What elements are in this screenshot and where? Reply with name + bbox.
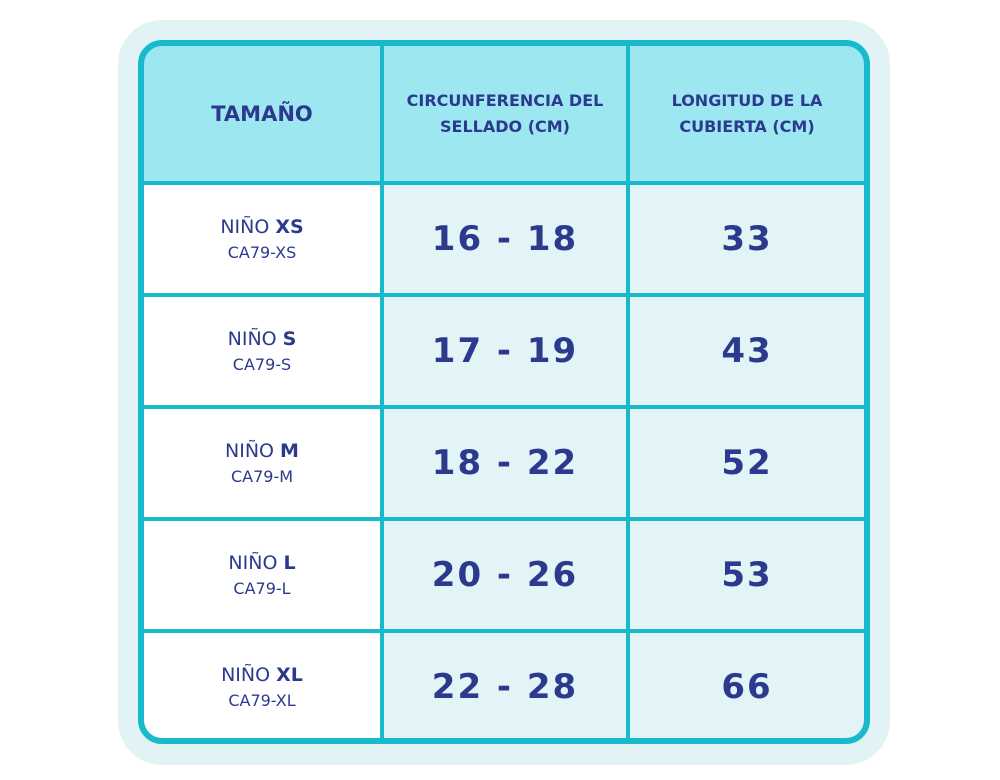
- length-cell: 33: [626, 181, 864, 293]
- size-cell: NIÑO S CA79-S: [144, 293, 380, 405]
- size-table: TAMAÑO CIRCUNFERENCIA DEL SELLADO (CM) L…: [144, 46, 864, 738]
- table-row: NIÑO S CA79-S 17 - 19 43: [144, 293, 864, 405]
- size-prefix: NIÑO: [225, 440, 274, 462]
- size-cell: NIÑO XS CA79-XS: [144, 181, 380, 293]
- size-code: CA79-XS: [227, 243, 297, 262]
- size-code: CA79-S: [232, 355, 292, 374]
- size-label: NIÑO XL: [144, 661, 380, 689]
- length-value: 43: [721, 331, 773, 371]
- size-label: NIÑO XS: [144, 213, 380, 241]
- size-label: NIÑO M: [144, 437, 380, 465]
- table-row: NIÑO L CA79-L 20 - 26 53: [144, 517, 864, 629]
- size-code: CA79-L: [233, 579, 291, 598]
- table-frame: TAMAÑO CIRCUNFERENCIA DEL SELLADO (CM) L…: [138, 40, 870, 744]
- circumference-value: 22 - 28: [431, 667, 579, 707]
- length-value: 66: [721, 667, 773, 707]
- size-name: M: [280, 440, 299, 462]
- size-name: XL: [276, 664, 303, 686]
- size-label: NIÑO L: [144, 549, 380, 577]
- length-cell: 53: [626, 517, 864, 629]
- circumference-cell: 17 - 19: [380, 293, 626, 405]
- header-cell: LONGITUD DE LA CUBIERTA (CM): [626, 46, 864, 181]
- size-name: L: [283, 552, 296, 574]
- length-value: 52: [721, 443, 773, 483]
- circumference-value: 20 - 26: [431, 555, 579, 595]
- size-prefix: NIÑO: [228, 552, 278, 574]
- size-prefix: NIÑO: [227, 328, 277, 350]
- length-cell: 66: [626, 629, 864, 738]
- table-row: NIÑO M CA79-M 18 - 22 52: [144, 405, 864, 517]
- size-cell: NIÑO XL CA79-XL: [144, 629, 380, 738]
- size-cell: NIÑO M CA79-M: [144, 405, 380, 517]
- length-value: 53: [721, 555, 773, 595]
- circumference-cell: 16 - 18: [380, 181, 626, 293]
- size-code: CA79-M: [230, 467, 294, 486]
- circumference-value: 16 - 18: [431, 219, 579, 259]
- size-name: XS: [275, 216, 304, 238]
- length-cell: 52: [626, 405, 864, 517]
- table-row: NIÑO XL CA79-XL 22 - 28 66: [144, 629, 864, 738]
- table-row: NIÑO XS CA79-XS 16 - 18 33: [144, 181, 864, 293]
- circumference-cell: 22 - 28: [380, 629, 626, 738]
- header-text: LONGITUD DE LA CUBIERTA (CM): [671, 90, 823, 136]
- circumference-value: 17 - 19: [431, 331, 579, 371]
- length-cell: 43: [626, 293, 864, 405]
- size-prefix: NIÑO: [221, 664, 271, 686]
- header-cell: TAMAÑO: [144, 46, 380, 181]
- length-value: 33: [721, 219, 773, 259]
- size-name: S: [282, 328, 297, 350]
- size-cell: NIÑO L CA79-L: [144, 517, 380, 629]
- header-cell: CIRCUNFERENCIA DEL SELLADO (CM): [380, 46, 626, 181]
- circumference-cell: 18 - 22: [380, 405, 626, 517]
- size-prefix: NIÑO: [220, 216, 270, 238]
- size-code: CA79-XL: [228, 691, 296, 710]
- header-text: CIRCUNFERENCIA DEL SELLADO (CM): [406, 90, 604, 136]
- header-row: TAMAÑO CIRCUNFERENCIA DEL SELLADO (CM) L…: [144, 46, 864, 181]
- size-label: NIÑO S: [144, 325, 380, 353]
- circumference-value: 18 - 22: [431, 443, 579, 483]
- circumference-cell: 20 - 26: [380, 517, 626, 629]
